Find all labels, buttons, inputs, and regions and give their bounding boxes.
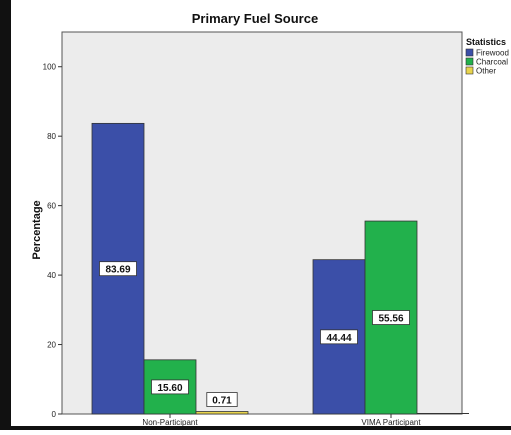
chart-title: Primary Fuel Source bbox=[192, 11, 318, 26]
legend-swatch-charcoal bbox=[465, 57, 474, 66]
y-tick-label: 20 bbox=[47, 341, 56, 350]
x-axis: Non-Participant VIMA Participant bbox=[142, 414, 421, 427]
data-label-box bbox=[151, 379, 189, 395]
data-label: 55.56 bbox=[378, 314, 403, 325]
data-label-box bbox=[320, 329, 358, 345]
data-label: 15.60 bbox=[157, 383, 182, 394]
y-tick-label: 40 bbox=[47, 271, 56, 280]
data-label: 83.69 bbox=[105, 265, 130, 276]
y-tick-label: 60 bbox=[47, 202, 56, 211]
x-tick-label: Non-Participant bbox=[142, 418, 198, 427]
frame-bottom-edge bbox=[0, 426, 511, 430]
legend-swatch-other bbox=[465, 66, 474, 75]
y-axis: 0 20 40 60 80 100 bbox=[43, 63, 62, 419]
data-label-box bbox=[206, 392, 238, 407]
frame-left-edge bbox=[0, 0, 11, 430]
legend-label-firewood: Firewood bbox=[476, 49, 509, 58]
bar-other-0 bbox=[195, 411, 249, 415]
y-tick-label: 0 bbox=[52, 410, 57, 419]
y-axis-label: Percentage bbox=[31, 200, 43, 259]
x-tick-label: VIMA Participant bbox=[361, 418, 421, 427]
legend-label-charcoal: Charcoal bbox=[476, 58, 508, 67]
bars-group: 83.69 15.60 0.71 44.44 55.56 bbox=[91, 122, 469, 415]
y-tick-label: 80 bbox=[47, 132, 56, 141]
legend-label-other: Other bbox=[476, 67, 496, 76]
data-label-box bbox=[372, 310, 410, 325]
data-label-box bbox=[99, 261, 137, 277]
y-tick-label: 100 bbox=[43, 63, 57, 72]
legend-title: Statistics bbox=[466, 37, 506, 47]
data-label: 0.71 bbox=[212, 396, 232, 407]
legend-swatch-firewood bbox=[465, 48, 474, 57]
data-label: 44.44 bbox=[326, 333, 351, 344]
